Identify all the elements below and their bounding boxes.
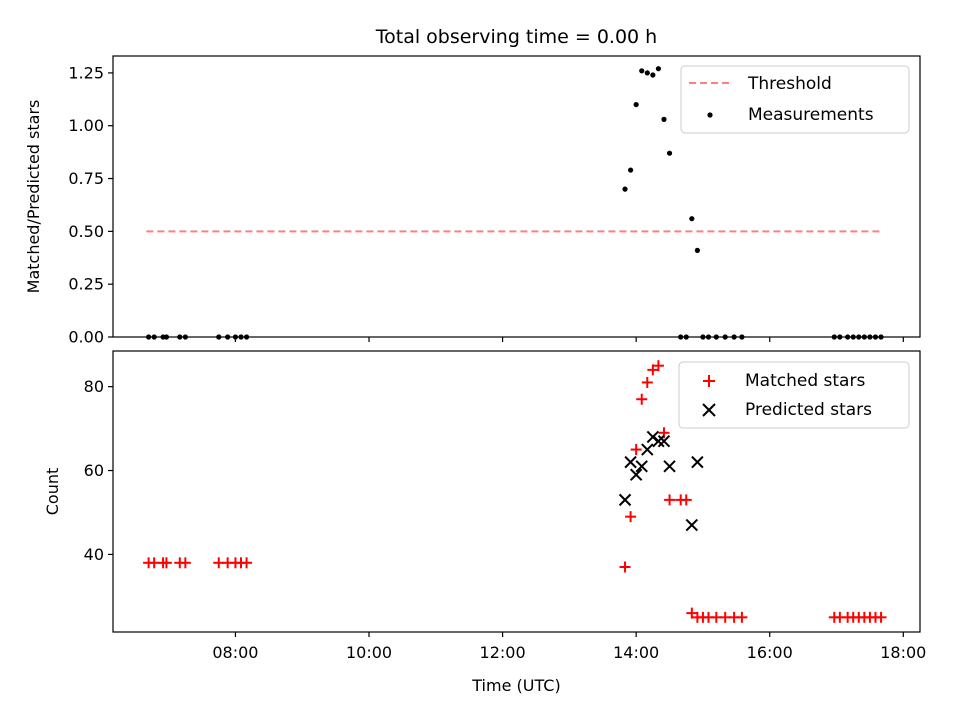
predicted-star-point	[691, 455, 704, 469]
measurements-legend-label: Measurements	[748, 105, 874, 125]
matched-star-point	[686, 607, 698, 619]
top-plot-y-label: Matched/Predicted stars	[24, 100, 43, 294]
measurement-point	[639, 68, 645, 74]
bottom-plot-legend: Matched stars Predicted stars	[678, 361, 910, 429]
matched-star-point	[619, 561, 631, 573]
predicted-star-point	[618, 493, 632, 507]
x-tick-label: 16:00	[747, 643, 793, 662]
measurement-point	[661, 116, 667, 122]
predicted-star-point	[624, 455, 637, 469]
y-tick-label: 0.25	[68, 275, 104, 294]
measurements-legend-swatch	[707, 112, 713, 118]
top-plot-frame	[112, 55, 921, 338]
measurement-point	[622, 186, 628, 192]
matched-star-point	[680, 494, 692, 506]
measurement-point	[689, 216, 695, 222]
x-tick-label: 14:00	[613, 643, 659, 662]
bottom-plot-x-label: Time (UTC)	[471, 676, 560, 695]
matched-star-point	[241, 557, 253, 569]
matched-star-point	[664, 494, 676, 506]
measurement-point	[627, 167, 634, 173]
bottom-plot-y-ticks: 40 60 80	[84, 377, 113, 564]
top-plot: 0.00 0.25 0.50 0.75 1.00 1.25 Matched/Predict…	[24, 55, 921, 347]
matched-star-point	[875, 611, 887, 623]
top-legend-box	[680, 65, 910, 134]
predicted-star-point	[663, 460, 676, 473]
matched-star-point	[160, 557, 172, 569]
top-plot-y-ticks: 0.00 0.25 0.50 0.75 1.00 1.25	[68, 63, 113, 347]
bottom-legend-box	[678, 361, 910, 429]
y-tick-label: 0.50	[68, 222, 104, 241]
y-tick-label: 0.75	[68, 169, 104, 188]
y-tick-label: 1.25	[68, 63, 104, 82]
bottom-plot: 40 60 80 08:00 10:00 12:00 14:00 16:00 18:00 Co…	[43, 350, 926, 695]
y-tick-label: 0.00	[68, 328, 104, 347]
x-tick-label: 10:00	[346, 643, 392, 662]
matched-stars-legend-label: Matched stars	[745, 371, 865, 391]
matched-star-point	[647, 364, 659, 376]
measurement-point	[644, 70, 650, 76]
top-plot-x-ticks	[234, 337, 904, 342]
measurement-point	[694, 247, 700, 253]
x-tick-label: 08:00	[212, 643, 258, 662]
x-tick-label: 12:00	[480, 643, 526, 662]
predicted-stars-legend-swatch	[702, 403, 716, 417]
measurement-point	[666, 150, 673, 156]
predicted-star-point	[657, 434, 671, 448]
measurement-point	[633, 101, 639, 108]
y-tick-label: 60	[84, 461, 104, 480]
bottom-plot-x-ticks: 08:00 10:00 12:00 14:00 16:00 18:00	[212, 632, 926, 662]
predicted-star-point	[641, 443, 654, 456]
measurement-point	[655, 66, 662, 72]
predicted-star-point	[685, 518, 699, 532]
bottom-plot-frame	[112, 350, 921, 633]
measurement-point	[650, 72, 656, 78]
matched-star-point	[736, 611, 748, 623]
predicted-star-point	[652, 434, 665, 448]
threshold-legend-label: Threshold	[747, 74, 832, 94]
predicted-star-point	[629, 468, 643, 481]
predicted-stars-legend-label: Predicted stars	[745, 400, 872, 420]
matched-star-point	[630, 444, 642, 456]
chart-title: Total observing time = 0.00 h	[375, 26, 657, 48]
matched-star-point	[641, 376, 653, 388]
matched-star-point	[652, 360, 664, 372]
y-tick-label: 1.00	[68, 116, 104, 135]
bottom-plot-marks	[143, 360, 887, 623]
matched-stars-legend-swatch	[703, 375, 715, 387]
matched-star-point	[625, 511, 637, 523]
matched-star-point	[636, 393, 648, 405]
x-tick-label: 18:00	[880, 643, 926, 662]
matched-star-point	[179, 557, 191, 569]
predicted-star-point	[635, 460, 648, 473]
bottom-plot-y-label: Count	[43, 468, 62, 516]
y-tick-label: 80	[84, 377, 104, 396]
top-plot-legend: Threshold Measurements	[680, 65, 910, 134]
y-tick-label: 40	[84, 545, 104, 564]
